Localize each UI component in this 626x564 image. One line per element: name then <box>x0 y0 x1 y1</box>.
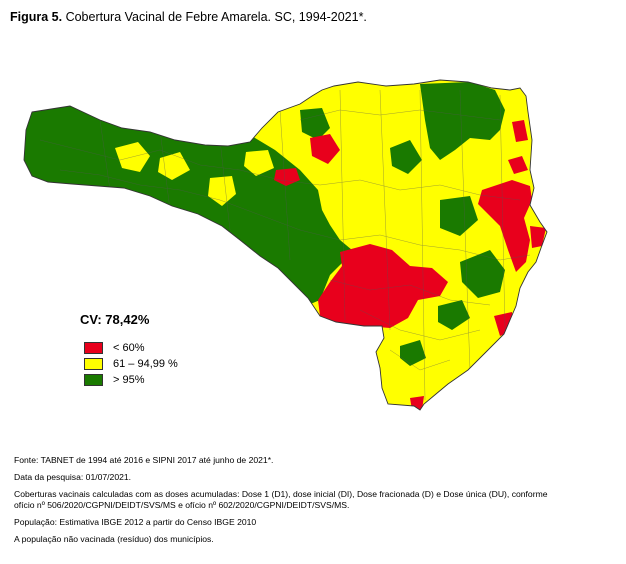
figure-label: Figura 5. <box>10 10 63 24</box>
coverage-value: CV: 78,42% <box>80 312 150 327</box>
region-red-coast-island <box>530 226 546 248</box>
region-red-northeast <box>512 120 528 142</box>
legend-swatch-yellow <box>84 358 103 370</box>
legend-item-low: < 60% <box>84 342 145 354</box>
region-center-green-a <box>390 140 422 174</box>
note-coverage-1: Coberturas vacinais calculadas com as do… <box>14 489 548 499</box>
region-south-green-b <box>438 300 470 330</box>
legend-item-mid: 61 – 94,99 % <box>84 358 178 370</box>
note-coverage-2: ofício nº 506/2020/CGPNI/DEIDT/SVS/MS e … <box>14 500 350 510</box>
legend-item-high: > 95% <box>84 374 145 386</box>
figure-title: Figura 5. Cobertura Vacinal de Febre Ama… <box>10 10 367 24</box>
note-date: Data da pesquisa: 01/07/2021. <box>14 472 132 482</box>
region-northeast-green <box>420 82 505 160</box>
region-red-south-central <box>318 244 448 328</box>
state-outline <box>23 79 548 411</box>
region-north-green <box>300 108 330 140</box>
region-south-green-c <box>400 340 426 366</box>
region-center-green-b <box>440 196 478 236</box>
region-west-green <box>24 80 352 305</box>
legend-label-mid: 61 – 94,99 % <box>113 358 178 370</box>
note-source: Fonte: TABNET de 1994 até 2016 e SIPNI 2… <box>14 455 274 465</box>
legend-label-low: < 60% <box>113 342 145 354</box>
legend-swatch-red <box>84 342 103 354</box>
region-red-north-a <box>310 134 340 164</box>
notes: Fonte: TABNET de 1994 até 2016 e SIPNI 2… <box>14 455 614 551</box>
region-west-yellow-b <box>158 152 190 180</box>
region-red-coast <box>478 180 532 272</box>
figure-caption: Cobertura Vacinal de Febre Amarela. SC, … <box>65 10 367 24</box>
legend-label-high: > 95% <box>113 374 145 386</box>
region-west-yellow-d <box>244 150 274 176</box>
note-residue: A população não vacinada (resíduo) dos m… <box>14 534 214 544</box>
legend-swatch-green <box>84 374 103 386</box>
municipal-boundaries <box>39 89 531 401</box>
region-red-east-b <box>508 156 528 174</box>
note-population: População: Estimativa IBGE 2012 a partir… <box>14 517 257 527</box>
region-south-green <box>460 250 505 298</box>
